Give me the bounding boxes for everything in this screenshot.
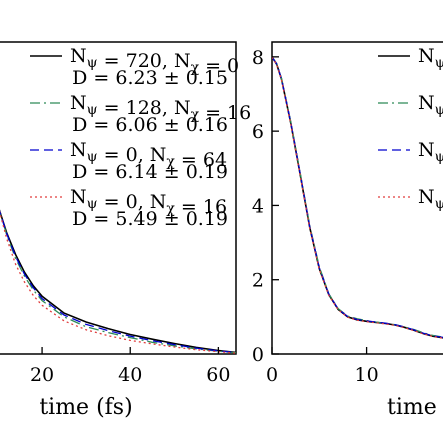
right-series-group bbox=[272, 56, 443, 339]
left-series-line-1 bbox=[0, 209, 236, 354]
left-x-axis-label: time (fs) bbox=[39, 395, 132, 420]
right-ticks-group: 0 10 0 2 4 6 8 bbox=[252, 47, 379, 386]
left-legend-label-3: Nψ = 0, Nχ = 64 bbox=[70, 139, 227, 171]
right-plot-frame bbox=[271, 41, 443, 355]
left-series-line-2 bbox=[0, 210, 236, 354]
left-legend-sublabel-2: D = 6.06 ± 0.16 bbox=[72, 114, 228, 136]
right-legend-label-3: Nψ bbox=[418, 139, 443, 165]
left-legend-sublabel-1: D = 6.23 ± 0.15 bbox=[72, 67, 228, 89]
right-legend-label-4: Nψ bbox=[418, 186, 443, 212]
left-series-line-3 bbox=[0, 210, 236, 354]
right-legend: Nψ Nψ Nψ Nψ bbox=[378, 45, 443, 212]
left-legend-label-2: Nψ = 128, Nχ = 16 bbox=[70, 92, 251, 124]
right-series-line-3 bbox=[272, 56, 443, 339]
left-ticks-group: 20 40 60 bbox=[30, 347, 230, 386]
right-x-tick-label-2: 10 bbox=[355, 364, 379, 386]
left-x-tick-label-1: 20 bbox=[30, 364, 54, 386]
left-legend-label-4: Nψ = 0, Nχ = 16 bbox=[70, 186, 227, 218]
right-y-tick-label-3: 4 bbox=[252, 195, 264, 217]
right-y-tick-label-5: 8 bbox=[252, 47, 264, 69]
left-x-tick-label-2: 40 bbox=[118, 364, 142, 386]
left-legend-sublabel-3: D = 6.14 ± 0.19 bbox=[72, 161, 228, 183]
right-y-tick-label-4: 6 bbox=[252, 121, 264, 143]
left-legend: Nψ = 720, Nχ = 0D = 6.23 ± 0.15 Nψ = 128,… bbox=[30, 45, 251, 230]
left-plot-frame bbox=[0, 41, 237, 355]
left-panel: 20 40 60 Nψ = 720, Nχ = 0D = 6.23 ± 0.15Nψ… bbox=[0, 41, 251, 420]
right-x-axis-label: time ( bbox=[387, 395, 443, 420]
right-y-tick-label-2: 2 bbox=[252, 270, 264, 292]
right-legend-label-1: Nψ bbox=[418, 45, 443, 71]
left-legend-sublabel-4: D = 5.49 ± 0.19 bbox=[72, 208, 228, 230]
right-panel: 0 10 0 2 4 6 8 Nψ Nψ Nψ Nψ time ( bbox=[252, 41, 443, 420]
right-legend-label-2: Nψ bbox=[418, 92, 443, 118]
right-series-line-4 bbox=[272, 56, 443, 339]
left-series-line-4 bbox=[0, 210, 236, 354]
right-y-tick-label-1: 0 bbox=[252, 344, 264, 366]
right-x-tick-label-1: 0 bbox=[266, 364, 278, 386]
left-series-group bbox=[0, 209, 236, 354]
left-x-tick-label-3: 60 bbox=[206, 364, 230, 386]
left-legend-label-1: Nψ = 720, Nχ = 0 bbox=[70, 45, 239, 77]
